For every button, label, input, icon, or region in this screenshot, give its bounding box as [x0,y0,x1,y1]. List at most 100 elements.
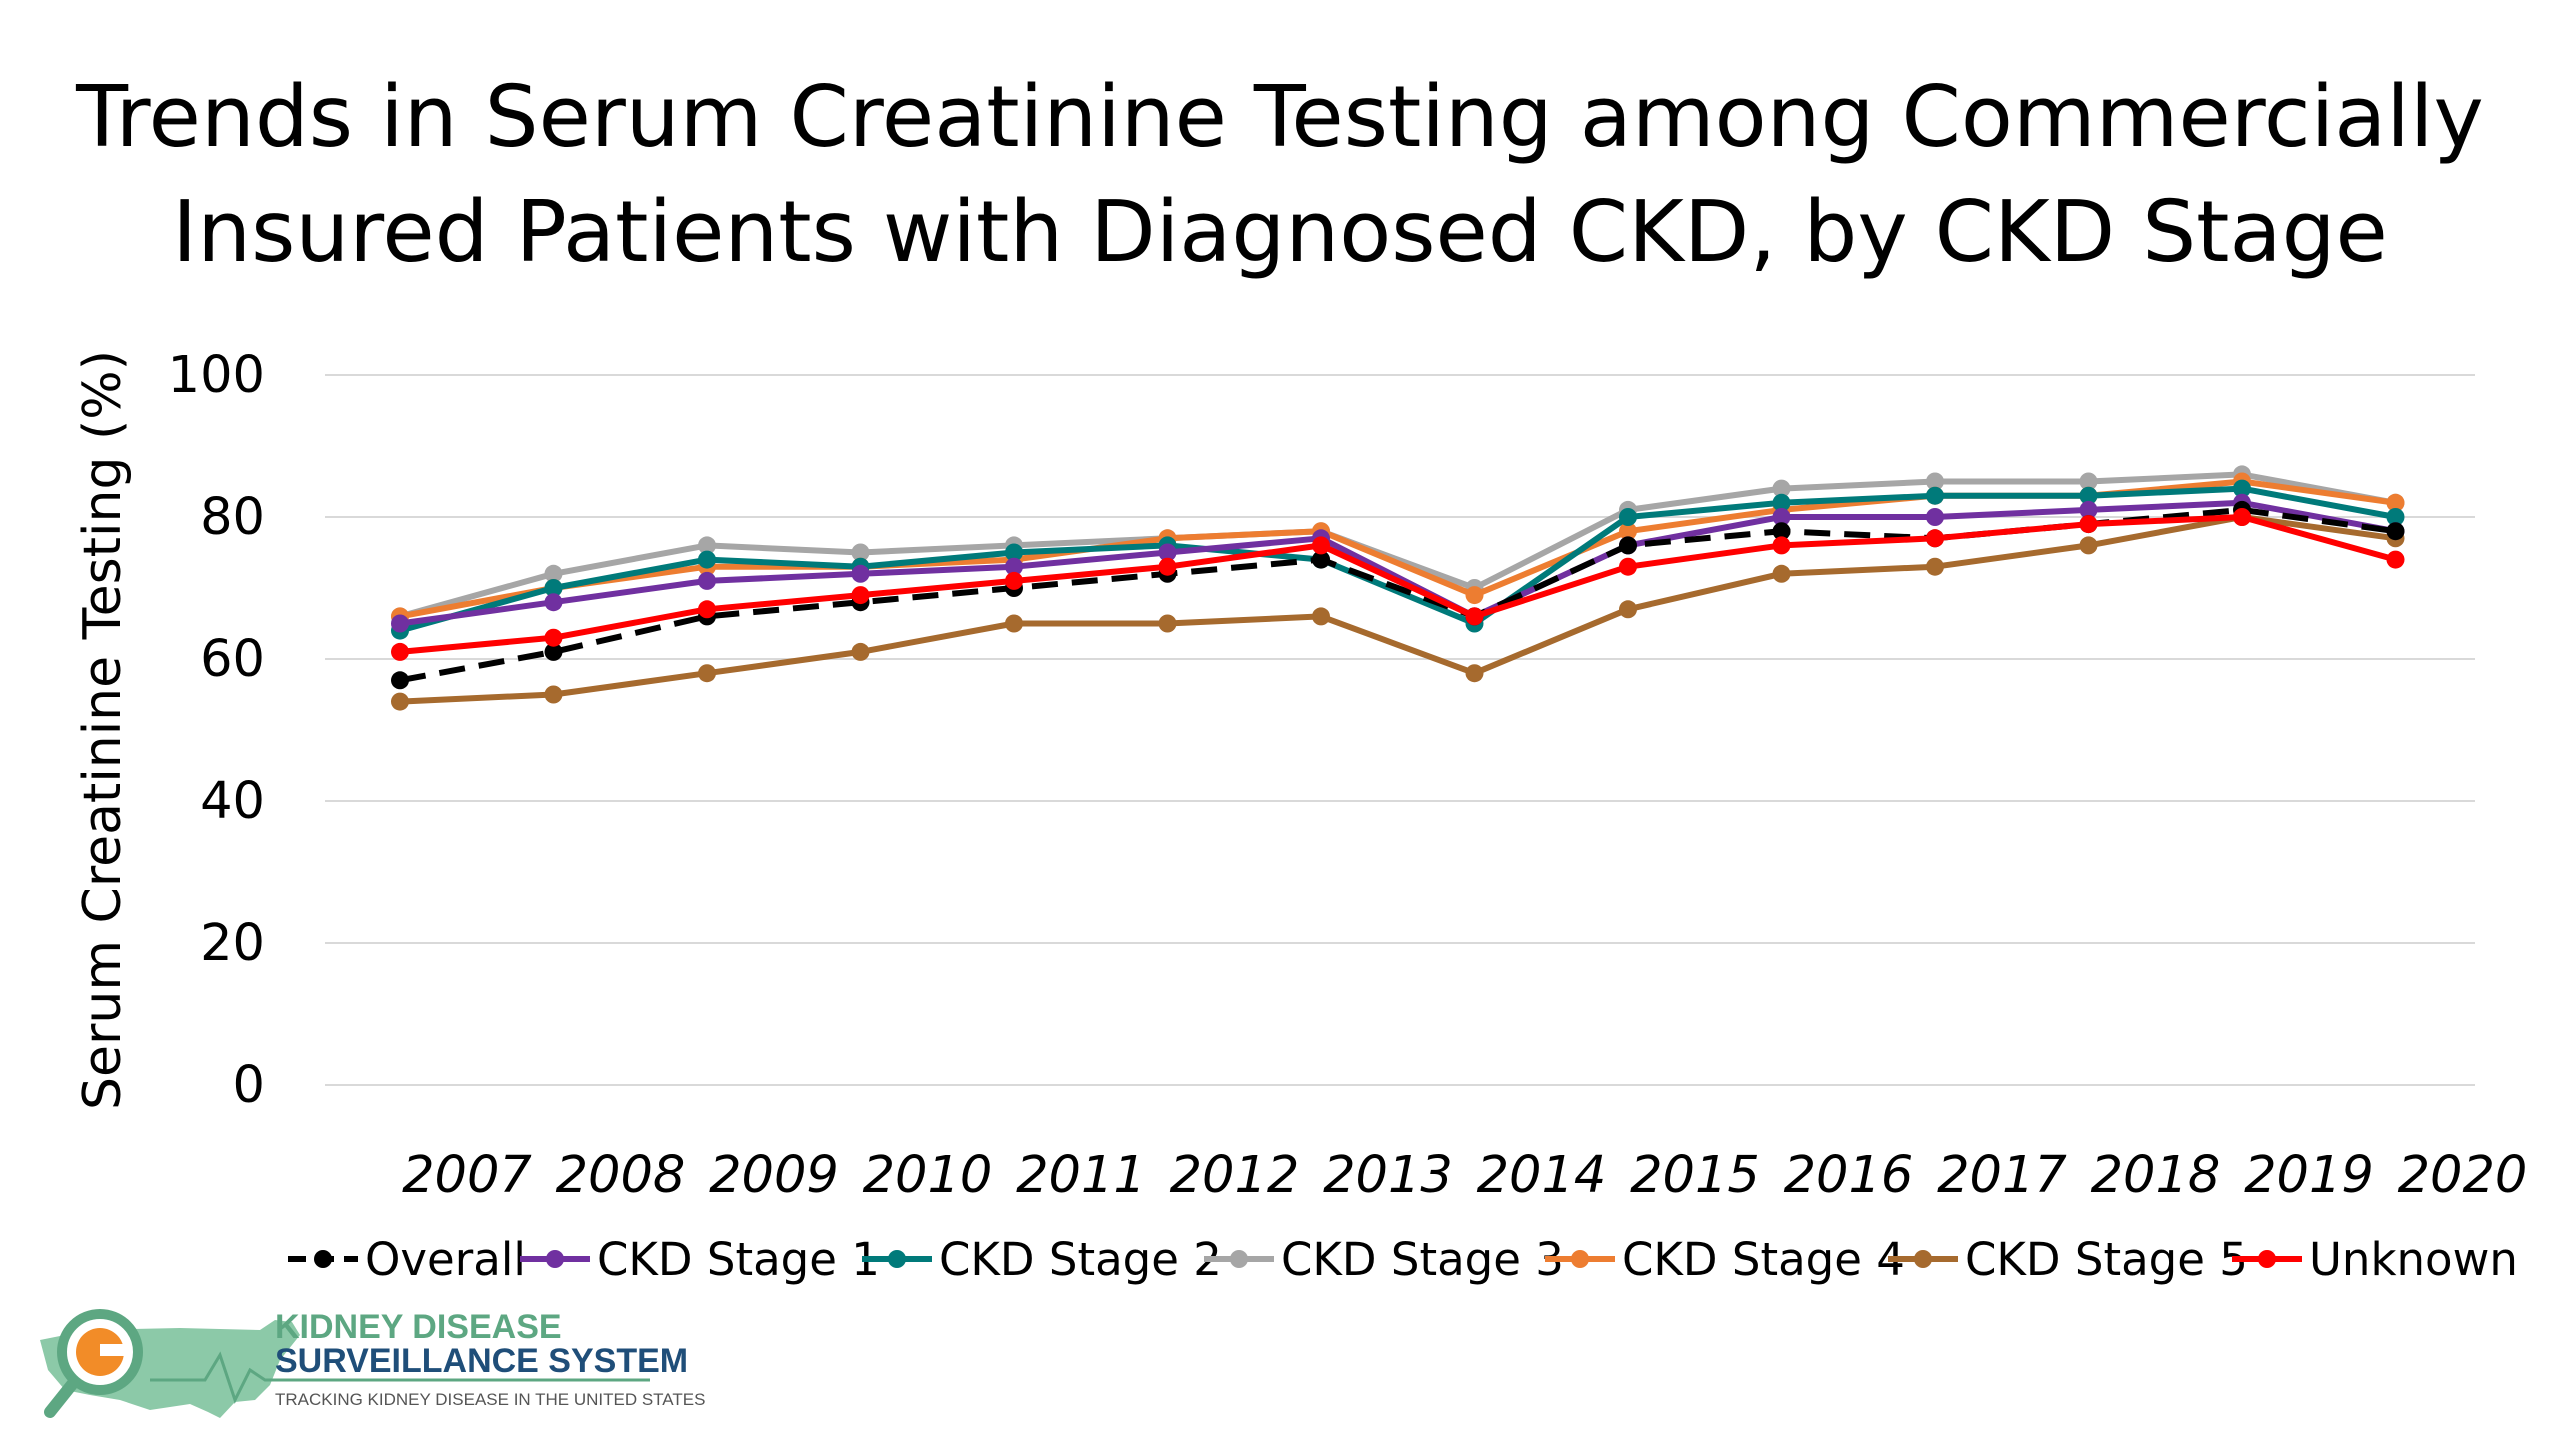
data-point [1312,550,1330,569]
legend: Overall CKD Stage 1 CKD Stage 2 CKD Stage 3… [288,1233,2518,1286]
data-point [1005,614,1023,633]
data-point [1465,586,1484,605]
data-point [851,543,870,562]
data-point [544,593,563,612]
series-unknown [391,508,2405,661]
chart-title-line-2: Insured Patients with Diagnosed CKD, by … [172,183,2388,282]
data-point [698,664,716,683]
data-point [1005,543,1023,562]
data-point [2233,508,2251,526]
legend-item: CKD Stage 2 [862,1233,1222,1286]
x-tick-label: 2014 [1477,1146,1607,1205]
data-point [851,642,870,661]
data-point [1619,522,1637,541]
x-tick-label: 2019 [2244,1146,2374,1205]
logo-line-2: SURVEILLANCE SYSTEM [275,1342,688,1380]
data-point [1312,536,1330,555]
data-point [1619,508,1637,526]
data-point [391,692,409,711]
kdss-logo: KIDNEY DISEASE SURVEILLANCE SYSTEM TRACK… [40,1308,705,1418]
series-line [399,485,2397,634]
y-axis-ticks: 0 20 40 60 80 100 [168,346,265,1115]
x-tick-label: 2010 [863,1146,993,1205]
data-point [2386,522,2405,541]
series-lines [391,465,2405,711]
legend-label: CKD Stage 5 [1965,1233,2248,1286]
data-point [1158,543,1177,562]
legend-marker [1230,1250,1248,1268]
y-tick-label: 100 [168,346,265,405]
data-point [544,628,563,647]
y-tick-label: 80 [200,488,265,547]
data-point [1926,472,1944,491]
legend-label: CKD Stage 4 [1622,1233,1905,1286]
data-point [1926,486,1944,505]
data-point [698,536,716,555]
legend-marker [314,1250,332,1268]
y-tick-label: 20 [200,914,265,973]
data-point [1619,600,1637,619]
x-tick-label: 2020 [2398,1146,2528,1205]
x-axis-ticks: 2007 2008 2009 2010 2011 2012 2013 2014 2015 2016… [402,1146,2527,1205]
data-point [1005,571,1023,590]
data-point [2386,550,2405,569]
y-tick-label: 60 [200,630,265,689]
legend-item: CKD Stage 4 [1545,1233,1905,1286]
data-point [391,614,409,633]
x-tick-label: 2018 [2091,1146,2221,1205]
x-tick-label: 2011 [1016,1146,1146,1205]
x-tick-label: 2016 [1784,1146,1914,1205]
x-tick-label: 2013 [1323,1146,1453,1205]
line-chart: 0 20 40 60 80 100 Serum Creatinine Testing (%… [73,346,2527,1286]
series-ckd-stage-1 [391,493,2405,633]
data-point [544,579,563,597]
legend-label: Unknown [2309,1233,2518,1286]
y-tick-label: 0 [233,1056,265,1115]
legend-label: CKD Stage 3 [1281,1233,1564,1286]
data-point [1312,607,1330,626]
legend-item: Unknown [2232,1233,2518,1286]
data-point [2079,500,2098,519]
legend-item: Overall [288,1233,526,1286]
data-point [2079,515,2098,534]
x-tick-label: 2012 [1170,1146,1300,1205]
data-point [544,685,563,704]
legend-item: CKD Stage 5 [1888,1233,2248,1286]
data-point [1772,493,1791,512]
legend-marker [546,1250,564,1268]
data-point [1926,508,1944,526]
data-point [698,600,716,619]
data-point [391,642,409,661]
chart-title: Trends in Serum Creatinine Testing among… [0,60,2560,290]
data-point [1005,557,1023,576]
series-line [399,506,2396,684]
data-point [544,564,563,583]
data-point [2386,508,2405,526]
legend-label: Overall [365,1233,526,1286]
data-point [2079,472,2098,491]
data-point [1158,557,1177,576]
data-point [2079,486,2098,505]
x-tick-label: 2009 [709,1146,839,1205]
data-point [1772,522,1791,541]
y-axis-label: Serum Creatinine Testing (%) [73,350,133,1110]
legend-label: CKD Stage 1 [597,1233,880,1286]
legend-item: CKD Stage 3 [1204,1233,1564,1286]
data-point [1926,557,1944,576]
series-line [399,471,2397,620]
series-line [399,514,2396,705]
x-tick-label: 2008 [556,1146,686,1205]
data-point [544,642,563,661]
legend-item: CKD Stage 1 [520,1233,880,1286]
legend-marker [888,1250,906,1268]
data-point [1465,607,1484,626]
data-point [851,564,870,583]
data-point [2233,479,2251,498]
data-point [851,586,870,605]
series-line [399,514,2397,655]
gridlines [325,374,2475,1086]
x-tick-label: 2017 [1937,1146,2067,1205]
x-tick-label: 2015 [1630,1146,1760,1205]
data-point [1772,479,1791,498]
series-line [399,499,2397,627]
